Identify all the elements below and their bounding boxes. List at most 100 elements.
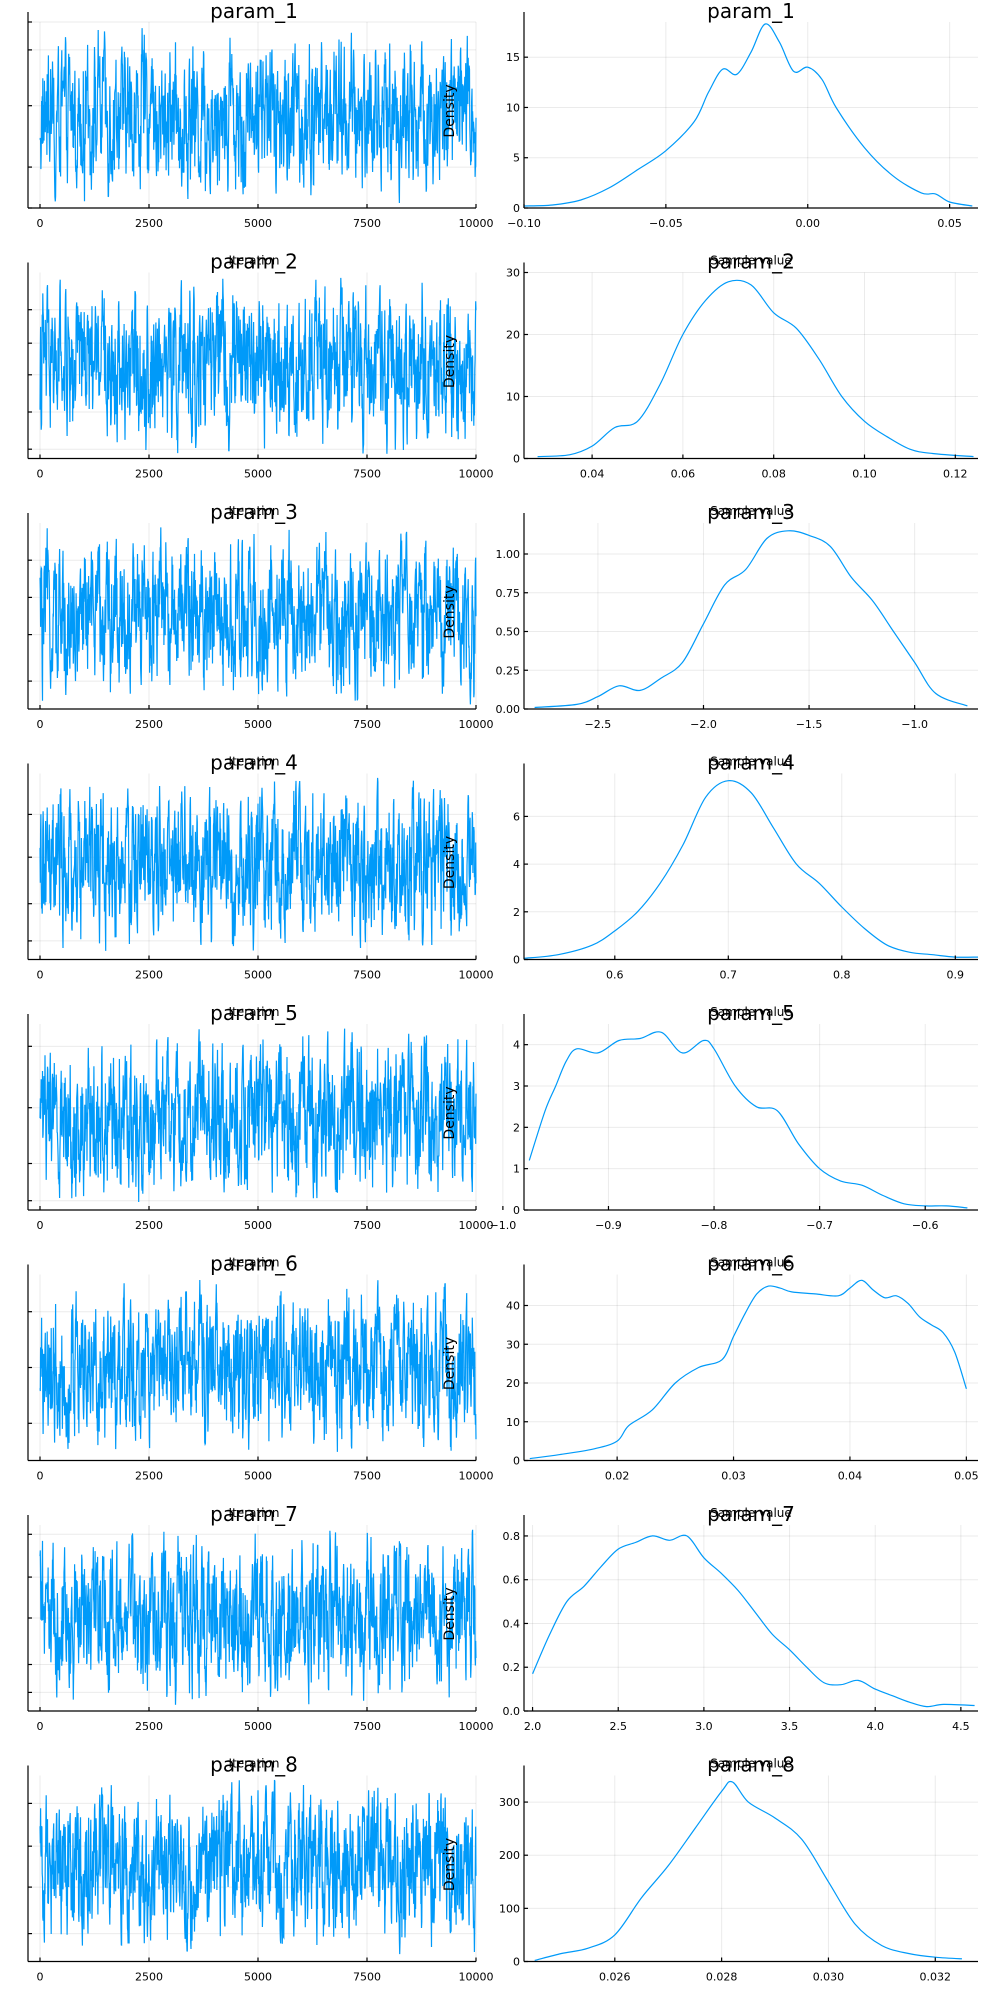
density-series-line [537,279,974,458]
density-x-tick-label: −1.5 [796,718,823,731]
density-x-tick-label: −0.10 [507,217,541,230]
density-y-tick-label: 0 [513,1204,520,1217]
trace-x-axis-label: Iteration [229,1757,280,1771]
density-x-tick-label: −1.0 [901,718,928,731]
trace-x-tick-label: 0 [37,1470,44,1483]
trace-panel-title: param_2 [210,250,298,274]
density-y-tick-label: 5 [513,152,520,165]
density-panel-6: 0 10 20 30 40 0.02 0.03 0.04 0.05 Density Sample v… [442,1252,979,1483]
trace-series-line [39,1279,477,1452]
trace-x-tick-label: 0 [37,969,44,982]
trace-x-tick-label: 10000 [459,468,494,481]
density-x-tick-label: 4.0 [866,1720,884,1733]
trace-x-tick-label: 5000 [244,1720,272,1733]
trace-series-line [39,28,477,204]
density-panel-title: param_5 [707,1001,795,1025]
density-panel-1: 0 5 10 15 −0.10 −0.05 0.00 0.05 Density param_1 [442,0,978,230]
density-panel-7: 0.0 0.2 0.4 0.6 0.8 2.0 2.5 3.0 3.5 4.0 4.5 Density… [442,1502,978,1733]
density-y-axis-label: Density [442,1838,458,1891]
density-x-axis-label: Sample value [710,254,792,268]
density-y-tick-label: 0.75 [496,587,521,600]
trace-x-tick-label: 0 [37,1219,44,1232]
trace-x-tick-label: 10000 [459,718,494,731]
density-panel-title: param_3 [707,500,795,524]
density-x-tick-label: 3.0 [695,1720,713,1733]
trace-x-tick-label: 10000 [459,969,494,982]
density-y-tick-label: 0.4 [503,1617,521,1630]
density-y-tick-label: 1.00 [496,548,521,561]
density-panel-title: param_1 [707,0,795,23]
density-y-tick-label: 3 [513,1080,520,1093]
density-y-tick-label: 0.0 [503,1705,521,1718]
density-y-tick-label: 10 [506,101,520,114]
trace-x-tick-label: 2500 [135,217,163,230]
density-y-tick-label: 2 [513,1121,520,1134]
density-panel-title: param_7 [707,1502,795,1526]
trace-panel-title: param_6 [210,1252,298,1276]
density-x-tick-label: 0.05 [937,217,962,230]
trace-x-tick-label: 7500 [353,1219,381,1232]
density-x-tick-label: 2.5 [609,1720,627,1733]
trace-x-axis-label: Iteration [229,1256,280,1270]
density-series-line [523,23,973,207]
trace-x-tick-label: 10000 [459,217,494,230]
density-y-tick-label: 0.50 [496,626,521,639]
density-x-tick-label: 0.6 [606,969,624,982]
trace-panel-title: param_3 [210,500,298,524]
trace-x-tick-label: 7500 [353,1971,381,1984]
trace-x-tick-label: 2500 [135,969,163,982]
trace-x-tick-label: 5000 [244,1470,272,1483]
density-x-axis-label: Sample value [710,1256,792,1270]
density-x-tick-label: 0.00 [796,217,821,230]
trace-x-tick-label: 7500 [353,718,381,731]
density-y-tick-label: 10 [506,391,520,404]
trace-x-tick-label: 10000 [459,1971,494,1984]
trace-x-axis-label: Iteration [229,254,280,268]
density-x-tick-label: −2.5 [585,718,612,731]
density-y-tick-label: 300 [499,1796,520,1809]
trace-x-axis-label: Iteration [229,755,280,769]
density-panel-title: param_2 [707,250,795,274]
density-y-tick-label: 1 [513,1163,520,1176]
trace-x-tick-label: 2500 [135,1971,163,1984]
density-x-tick-label: 0.08 [761,468,786,481]
density-panel-2: 0 10 20 30 0.04 0.06 0.08 0.10 0.12 Density Sample… [442,250,978,481]
density-y-tick-label: 0 [513,1956,520,1969]
density-x-tick-label: 2.0 [524,1720,542,1733]
trace-x-tick-label: 0 [37,1971,44,1984]
trace-x-tick-label: 2500 [135,1470,163,1483]
trace-x-tick-label: 0 [37,718,44,731]
density-x-tick-label: 0.9 [947,969,965,982]
density-x-axis-label: Sample value [710,755,792,769]
density-x-tick-label: 0.10 [852,468,877,481]
density-y-axis-label: Density [442,585,458,638]
trace-panel-title: param_8 [210,1753,298,1777]
density-x-tick-label: 0.030 [813,1971,845,1984]
density-x-tick-label: 0.05 [954,1470,979,1483]
trace-x-tick-label: 2500 [135,1219,163,1232]
trace-panel-title: param_7 [210,1502,298,1526]
density-y-tick-label: 40 [506,1300,520,1313]
density-x-axis-label: Sample value [710,1506,792,1520]
density-x-tick-label: −2.0 [690,718,717,731]
density-x-tick-label: 0.032 [920,1971,952,1984]
density-series-line [534,1780,963,1961]
density-panel-title: param_4 [707,751,795,775]
trace-x-tick-label: 7500 [353,1720,381,1733]
density-x-tick-label: 0.04 [838,1470,863,1483]
density-panel-3: 0.00 0.25 0.50 0.75 1.00 −2.5 −2.0 −1.5 −1.0 Dens… [442,500,978,731]
density-y-tick-label: 100 [499,1902,520,1915]
trace-x-axis-label: Iteration [229,1005,280,1019]
density-y-tick-label: 4 [513,858,520,871]
trace-x-tick-label: 7500 [353,969,381,982]
trace-x-tick-label: 5000 [244,969,272,982]
density-x-tick-label: 0.02 [605,1470,630,1483]
density-series-line [523,780,979,959]
